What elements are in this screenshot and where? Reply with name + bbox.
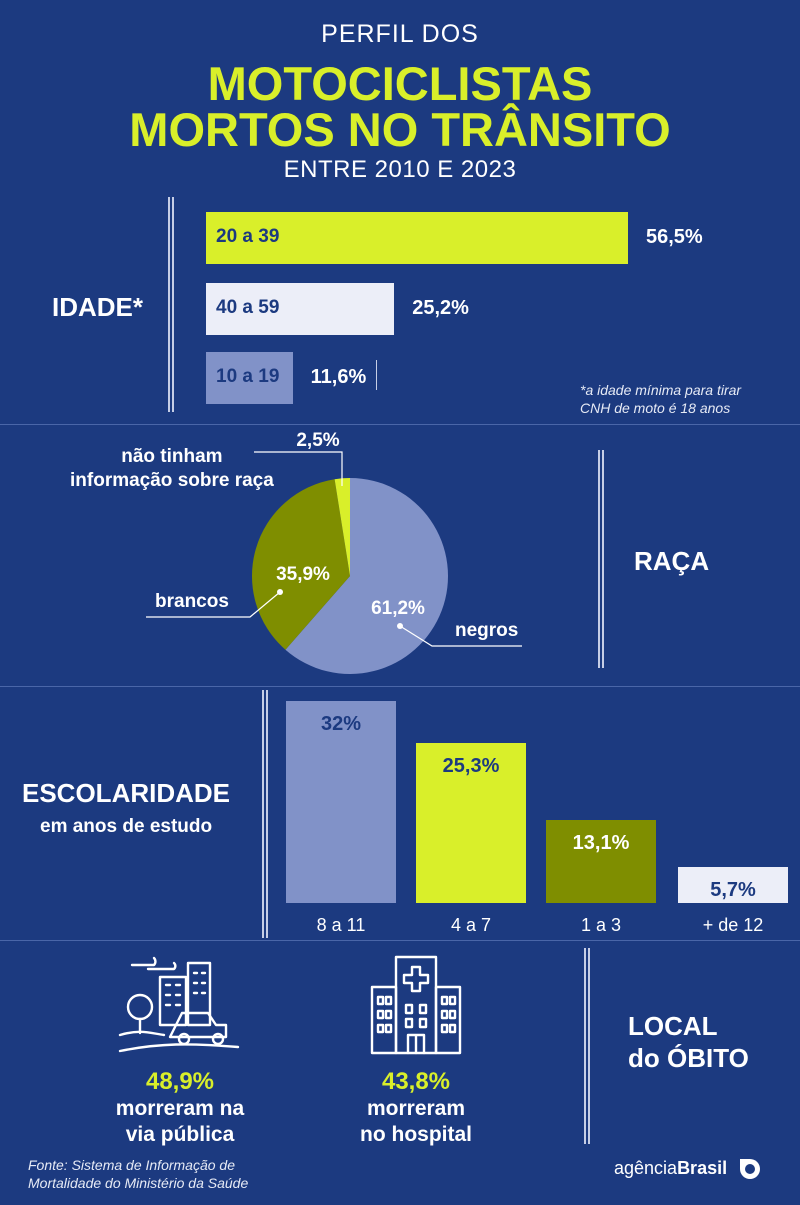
agencia-brasil-logo-icon: [740, 1159, 760, 1179]
pie-label-negros: negros: [455, 620, 518, 641]
header-title-line1: MOTOCICLISTAS: [207, 57, 593, 110]
age-bar-2: [206, 352, 293, 404]
via-publica-line2: via pública: [125, 1123, 235, 1146]
divider-2: [0, 686, 800, 687]
pie-leader-negros: [399, 625, 522, 647]
pie-leader-sem-info: [254, 451, 343, 486]
idade-divider: [168, 197, 174, 412]
school-bar-2: [546, 820, 656, 903]
age-bar-pct-1: 25,2%: [412, 297, 469, 319]
header-title-line2: MORTOS NO TRÂNSITO: [129, 103, 671, 156]
local-label: LOCAL do ÓBITO: [628, 1010, 749, 1074]
pie-label-negros-pct: 61,2%: [371, 598, 425, 619]
source-note: Fonte: Sistema de Informação de Mortalid…: [28, 1156, 248, 1192]
header-pre: PERFIL DOS: [321, 20, 479, 48]
pie-label-brancos-pct: 35,9%: [276, 564, 330, 585]
hospital-text: morreram no hospital: [306, 1096, 526, 1148]
age-bar-label-1: 40 a 59: [216, 297, 280, 318]
divider-1: [0, 424, 800, 425]
school-bar-1: [416, 743, 526, 903]
age-bar-label-0: 20 a 39: [216, 226, 280, 247]
local-label-line2: do ÓBITO: [628, 1043, 749, 1073]
raca-note-line1: não tinham: [121, 446, 223, 467]
age-bar-pct-2: 11,6%: [310, 366, 367, 388]
local-divider: [584, 948, 590, 1144]
pie-slice-brancos: [252, 479, 350, 650]
school-bar-pct-2: 13,1%: [572, 832, 630, 855]
school-tick-1: 4 a 7: [450, 915, 492, 935]
pie-label-sem-info-pct: 2,5%: [296, 430, 339, 451]
age-bar-pct-0: 56,5%: [646, 226, 703, 248]
idade-note: *a idade mínima para tirar CNH de moto é…: [580, 381, 780, 417]
divider-3: [0, 940, 800, 941]
brand-light: agência: [614, 1158, 678, 1178]
age-bar-label-2: 10 a 19: [216, 366, 280, 387]
hospital-line1: morreram: [366, 1097, 466, 1120]
pie-label-brancos: brancos: [155, 591, 229, 612]
idade-label: IDADE*: [52, 292, 144, 322]
escolaridade-sublabel: em anos de estudo: [40, 816, 213, 837]
hospital-line2: no hospital: [360, 1123, 472, 1146]
city-car-icon: [118, 956, 240, 1053]
via-publica-text: morreram na via pública: [70, 1096, 290, 1148]
local-label-line1: LOCAL: [628, 1011, 718, 1041]
school-tick-0: 8 a 11: [316, 915, 366, 935]
agencia-brasil-logo: agênciaBrasil: [614, 1158, 727, 1179]
age-bar-tick: [376, 360, 377, 390]
via-publica-line1: morreram na: [115, 1097, 245, 1120]
header-period: ENTRE 2010 E 2023: [283, 156, 517, 183]
brand-bold: Brasil: [677, 1158, 728, 1178]
school-tick-3: + de 12: [702, 915, 764, 935]
idade-note-line1: *a idade mínima para tirar: [580, 382, 742, 398]
source-line2: Mortalidade do Ministério da Saúde: [28, 1175, 249, 1191]
pie-slice-negros: [285, 478, 448, 674]
raca-note-top: não tinham informação sobre raça: [70, 445, 274, 493]
via-publica-pct: 48,9%: [145, 1068, 215, 1095]
age-bar-1: [206, 283, 395, 335]
school-tick-2: 1 a 3: [580, 915, 622, 935]
hospital-icon: [370, 955, 462, 1055]
school-bar-pct-1: 25,3%: [442, 755, 500, 778]
escolaridade-label: ESCOLARIDADE: [22, 778, 231, 808]
raca-divider: [598, 450, 604, 668]
school-bar-3: [678, 867, 788, 903]
source-line1: Fonte: Sistema de Informação de: [28, 1157, 235, 1173]
school-bar-0: [286, 701, 396, 903]
race-pie-chart: 61,2% 35,9% 2,5% negros brancos: [146, 430, 522, 674]
hospital-pct: 43,8%: [381, 1068, 451, 1095]
pie-leader-brancos: [146, 591, 281, 618]
age-bar-0: [206, 212, 628, 264]
idade-note-line2: CNH de moto é 18 anos: [580, 400, 731, 416]
escolaridade-divider: [262, 690, 268, 938]
pie-slice-sem-info: [334, 478, 350, 576]
raca-note-line2: informação sobre raça: [70, 470, 274, 491]
school-bar-pct-0: 32%: [320, 713, 362, 735]
raca-label: RAÇA: [634, 546, 710, 576]
school-bar-pct-3: 5,7%: [710, 879, 756, 902]
